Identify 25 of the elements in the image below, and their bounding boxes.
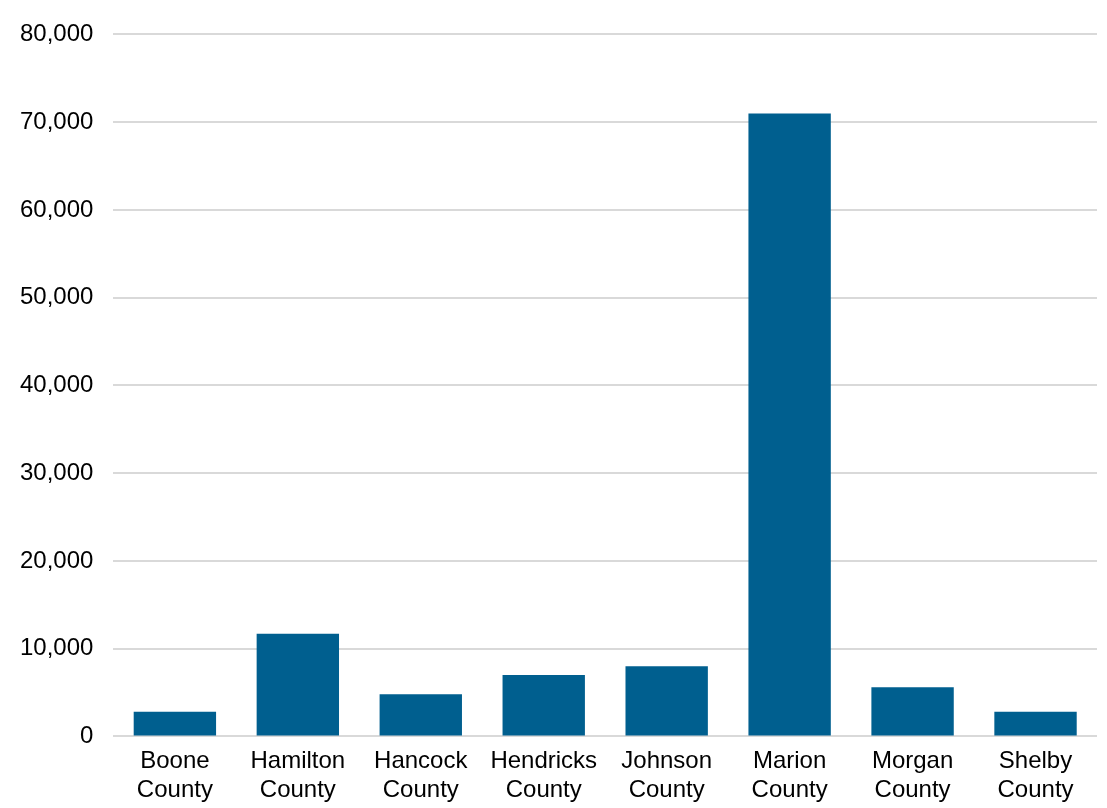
x-tick-label: Johnson County: [621, 746, 713, 803]
y-tick-label: 70,000: [20, 106, 94, 134]
bar: [994, 711, 1077, 736]
x-tick-label: Hendricks County: [490, 746, 598, 803]
x-tick-label: Marion County: [751, 746, 828, 803]
x-tick-label: Hancock County: [374, 746, 469, 803]
bar: [502, 674, 585, 736]
y-tick-label: 80,000: [20, 19, 94, 47]
x-tick-label: Hamilton County: [250, 746, 346, 803]
x-tick-label: Boone County: [136, 746, 213, 803]
bar: [871, 687, 954, 736]
bar: [256, 633, 340, 736]
bar: [133, 711, 217, 736]
y-tick-label: 40,000: [20, 370, 94, 398]
bar: [379, 694, 462, 736]
y-tick-label: 20,000: [20, 545, 94, 573]
x-tick-label: Morgan County: [871, 746, 954, 803]
y-tick-label: 60,000: [20, 194, 94, 222]
bar: [625, 666, 708, 736]
x-tick-label: Shelby County: [997, 746, 1074, 803]
y-tick-label: 30,000: [20, 457, 94, 485]
y-tick-label: 50,000: [20, 282, 94, 310]
y-tick-label: 10,000: [20, 633, 94, 661]
bar: [748, 113, 831, 736]
y-tick-label: 0: [80, 721, 94, 749]
